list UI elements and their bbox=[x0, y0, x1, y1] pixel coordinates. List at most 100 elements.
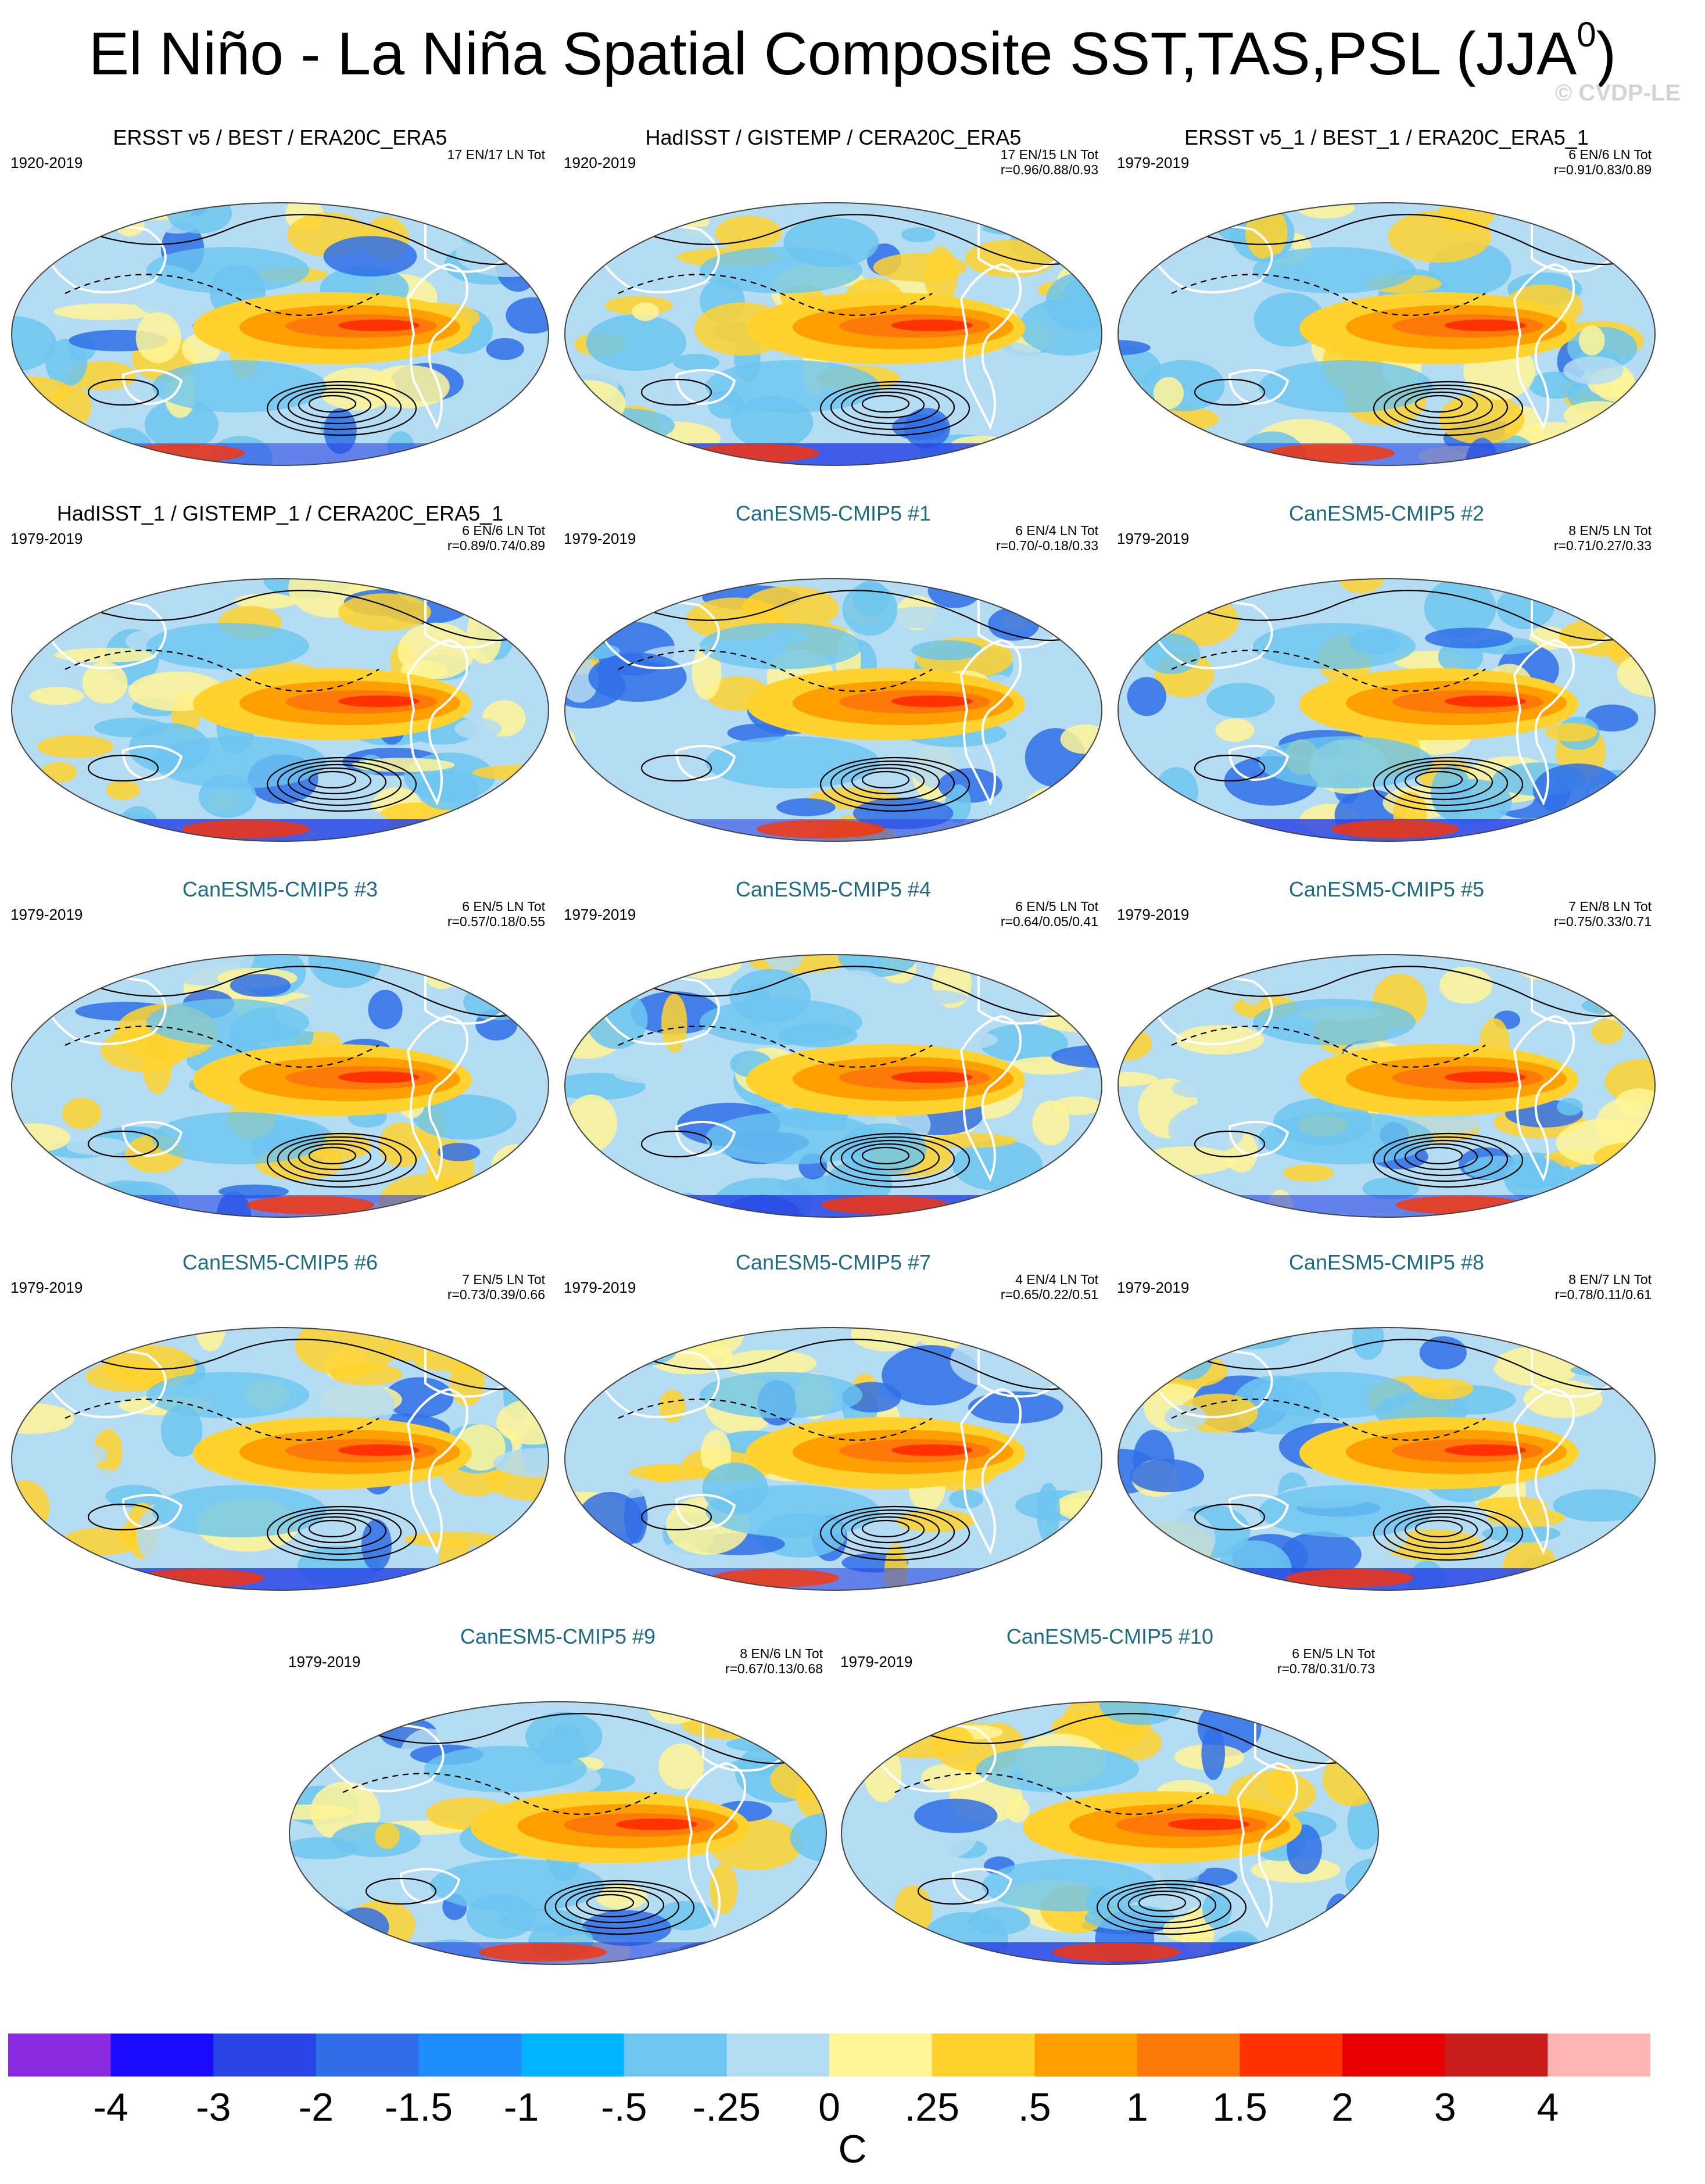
cool-horseshoe-south bbox=[152, 736, 327, 788]
panel-pattern-correlation: r=0.65/0.22/0.51 bbox=[1000, 1287, 1098, 1302]
anomaly-patch bbox=[12, 203, 72, 242]
continent-outline bbox=[1513, 263, 1575, 430]
panel-period: 1979-2019 bbox=[10, 1279, 83, 1296]
anomaly-patch bbox=[715, 216, 782, 250]
antarctic-warm-patch bbox=[1286, 1569, 1414, 1587]
psl-contour-zero bbox=[53, 966, 531, 1017]
anomaly-patch bbox=[1553, 1489, 1646, 1522]
anomaly-patch bbox=[30, 687, 84, 705]
anomaly-patch bbox=[424, 959, 460, 989]
anomaly-patch bbox=[1134, 579, 1218, 589]
map-border bbox=[11, 578, 549, 842]
psl-contour-high bbox=[266, 1505, 417, 1561]
psl-contour-high bbox=[1394, 1139, 1493, 1177]
anomaly-patch bbox=[311, 1705, 355, 1751]
anomaly-patch bbox=[1297, 203, 1355, 219]
cool-horseshoe-north bbox=[424, 1746, 587, 1792]
colorbar-swatch bbox=[8, 2034, 112, 2077]
anomaly-patch bbox=[1136, 1565, 1219, 1590]
anomaly-patch bbox=[453, 955, 513, 978]
map-globe bbox=[11, 1327, 549, 1591]
antarctic-band bbox=[12, 1568, 549, 1590]
enso-tongue-peak bbox=[616, 1819, 697, 1830]
map-panel: CanESM5-CMIP5 #10 1979-2019 6 EN/5 LN Tot r… bbox=[837, 1624, 1383, 1973]
continent-outline bbox=[406, 639, 468, 806]
anomaly-patch bbox=[499, 816, 523, 841]
colorbar-swatch bbox=[213, 2034, 317, 2077]
psl-contour-high bbox=[1394, 1512, 1493, 1550]
anomaly-patch bbox=[85, 579, 189, 599]
anomaly-patch bbox=[318, 367, 397, 411]
map-panel: CanESM5-CMIP5 #4 1979-2019 6 EN/5 LN Tot r=… bbox=[560, 877, 1106, 1225]
psl-contour-low bbox=[1171, 274, 1486, 316]
cool-horseshoe-south bbox=[152, 360, 327, 413]
map-globe bbox=[1117, 202, 1656, 466]
colorbar-swatch bbox=[829, 2034, 933, 2077]
continent-outline bbox=[675, 1121, 736, 1157]
panel-pattern-correlation: r=0.57/0.18/0.55 bbox=[447, 914, 545, 929]
psl-contour-high bbox=[277, 1509, 402, 1555]
panel-pattern-correlation: r=0.64/0.05/0.41 bbox=[1000, 914, 1098, 929]
psl-contour-high bbox=[840, 1139, 940, 1177]
anomaly-patch bbox=[1059, 1163, 1102, 1180]
antarctic-warm-patch bbox=[1331, 820, 1459, 838]
map-globe bbox=[564, 954, 1102, 1218]
psl-contour-zero bbox=[606, 966, 1084, 1017]
anomaly-patch bbox=[1591, 1335, 1655, 1351]
anomaly-patch bbox=[632, 955, 682, 975]
psl-contour-high bbox=[287, 1512, 387, 1550]
psl-contour-high bbox=[851, 1516, 925, 1544]
anomaly-patch bbox=[1055, 955, 1097, 994]
continent-outline bbox=[951, 1868, 1013, 1905]
psl-contour-high bbox=[554, 1883, 680, 1930]
anomaly-patch bbox=[565, 1134, 576, 1159]
anomaly-patch bbox=[1019, 298, 1102, 356]
anomaly-patch bbox=[1136, 1146, 1236, 1175]
panel-event-counts: 6 EN/6 LN Tot bbox=[462, 523, 545, 538]
figure-title-close: ) bbox=[1596, 20, 1617, 88]
anomaly-patch bbox=[1194, 1867, 1238, 1886]
map-border bbox=[564, 578, 1102, 842]
anomaly-patch bbox=[622, 1160, 668, 1217]
anomaly-patch bbox=[413, 1094, 517, 1140]
anomaly-patch bbox=[919, 1539, 1006, 1571]
psl-contour-high bbox=[287, 763, 387, 801]
anomaly-patch bbox=[1563, 203, 1608, 236]
anomaly-patch bbox=[1099, 1702, 1182, 1726]
enso-tongue-peak bbox=[891, 320, 973, 331]
anomaly-patch bbox=[873, 253, 967, 282]
psl-contour-high bbox=[840, 1512, 940, 1550]
continent-outline bbox=[1228, 369, 1290, 406]
anomaly-patch bbox=[1578, 325, 1605, 356]
psl-contour-high bbox=[1383, 760, 1509, 806]
anomaly-patch bbox=[396, 1206, 477, 1217]
anomaly-patch bbox=[160, 1404, 203, 1457]
psl-contour-high bbox=[1394, 763, 1493, 801]
anomaly-patch bbox=[12, 1572, 52, 1590]
psl-contour-high bbox=[365, 1877, 437, 1905]
panel-event-counts: 8 EN/7 LN Tot bbox=[1568, 1272, 1652, 1287]
map-panel: CanESM5-CMIP5 #5 1979-2019 7 EN/8 LN Tot r=… bbox=[1113, 877, 1660, 1225]
anomaly-patch bbox=[565, 1541, 578, 1572]
psl-contour-high bbox=[819, 1132, 970, 1188]
anomaly-patch bbox=[1347, 1796, 1378, 1850]
watermark: © CVDP-LE bbox=[1554, 80, 1681, 106]
continent-outline bbox=[1513, 1014, 1575, 1182]
panel-period: 1920-2019 bbox=[564, 154, 636, 171]
panel-title: CanESM5-CMIP5 #9 bbox=[460, 1624, 656, 1648]
anomaly-patch bbox=[218, 1184, 289, 1199]
psl-contour-low bbox=[618, 1398, 933, 1441]
antarctic-warm-patch bbox=[479, 1943, 607, 1961]
anomaly-patch bbox=[952, 1702, 1017, 1724]
psl-contour-low bbox=[65, 274, 379, 316]
enso-tongue-peak bbox=[338, 1444, 420, 1456]
anomaly-patch bbox=[53, 303, 159, 320]
enso-tongue-peak bbox=[1168, 1819, 1249, 1830]
map-border bbox=[11, 202, 549, 466]
anomaly-patch bbox=[721, 1350, 817, 1377]
psl-contour-zero bbox=[606, 590, 1084, 641]
anomaly-patch bbox=[144, 399, 219, 451]
psl-contour-high bbox=[586, 1893, 635, 1912]
psl-contour-high bbox=[298, 391, 372, 419]
anomaly-patch bbox=[1171, 1080, 1219, 1098]
